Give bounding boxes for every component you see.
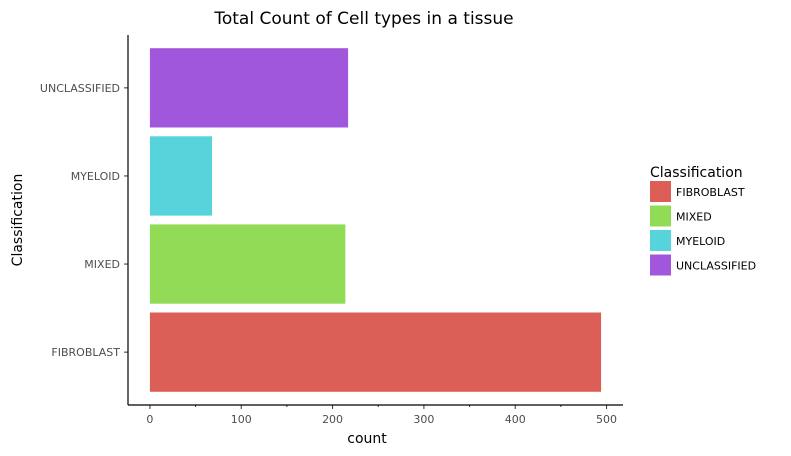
x-tick-label: 400 <box>505 413 526 426</box>
legend-swatch-myeloid <box>650 230 671 251</box>
legend-swatch-unclassified <box>650 254 671 276</box>
legend-swatch-fibroblast <box>650 181 671 202</box>
chart-title: Total Count of Cell types in a tissue <box>213 9 513 29</box>
x-tick-label: 200 <box>322 413 343 426</box>
legend-title: Classification <box>650 165 743 181</box>
y-ticks-group: FIBROBLAST MIXED MYELOID UNCLASSIFIED <box>40 82 128 359</box>
legend-label: MYELOID <box>676 235 725 248</box>
y-tick-label: UNCLASSIFIED <box>40 82 120 95</box>
legend-label: MIXED <box>676 211 712 224</box>
x-tick-label: 500 <box>596 413 617 426</box>
y-tick-label: MYELOID <box>71 170 120 183</box>
legend-label: FIBROBLAST <box>676 186 745 199</box>
y-tick-label: FIBROBLAST <box>51 346 120 359</box>
x-ticks-group: 0 100 200 300 400 500 <box>146 405 617 426</box>
bar-fibroblast <box>149 312 602 392</box>
y-axis-title: Classification <box>10 174 26 267</box>
x-tick-label: 300 <box>413 413 434 426</box>
bar-unclassified <box>149 48 349 128</box>
legend: FIBROBLAST MIXED MYELOID UNCLASSIFIED <box>650 181 756 276</box>
legend-label: UNCLASSIFIED <box>676 260 756 273</box>
bars-group <box>149 48 602 392</box>
bar-mixed <box>149 224 346 304</box>
x-axis-title: count <box>347 431 387 447</box>
x-tick-label: 0 <box>146 413 153 426</box>
x-tick-label: 100 <box>231 413 252 426</box>
bar-myeloid <box>149 136 213 216</box>
y-tick-label: MIXED <box>84 258 120 271</box>
legend-swatch-mixed <box>650 205 671 227</box>
